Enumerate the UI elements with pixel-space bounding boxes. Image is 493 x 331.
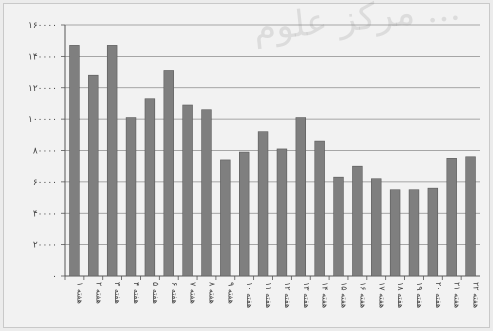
y-tick-label: ۱۴۰۰۰۰ bbox=[28, 52, 57, 62]
y-tick-label: ۴۰۰۰۰ bbox=[33, 209, 57, 219]
y-tick-label: ۲۰۰۰۰ bbox=[33, 241, 57, 251]
x-tick-label: هفته ۱۲ bbox=[283, 282, 292, 308]
bar bbox=[466, 157, 476, 276]
x-tick-label: هفته ۱۴ bbox=[321, 282, 330, 308]
bar bbox=[88, 75, 98, 276]
bar bbox=[107, 45, 117, 276]
bar bbox=[164, 70, 174, 276]
y-tick-label: ۶۰۰۰۰ bbox=[33, 178, 57, 188]
y-tick-label: ۸۰۰۰۰ bbox=[33, 147, 57, 157]
bar bbox=[371, 179, 381, 276]
bar bbox=[258, 132, 268, 276]
bar bbox=[220, 160, 230, 276]
x-tick-label: هفته ۹ bbox=[226, 282, 235, 304]
bar bbox=[202, 110, 212, 276]
bar bbox=[352, 166, 362, 276]
x-tick-label: هفته ۲۰ bbox=[434, 282, 443, 308]
bar bbox=[334, 177, 344, 276]
x-tick-label: هفته ۸ bbox=[207, 282, 216, 304]
x-tick-label: هفته ۱۷ bbox=[377, 282, 386, 308]
x-tick-label: هفته ۱۸ bbox=[396, 282, 405, 308]
bar bbox=[277, 149, 287, 276]
x-tick-label: هفته ۱۳ bbox=[302, 282, 311, 308]
y-tick-label: ۱۲۰۰۰۰ bbox=[28, 84, 57, 94]
bar bbox=[428, 188, 438, 276]
x-tick-label: هفته ۲۲ bbox=[472, 282, 481, 308]
x-tick-label: هفته ۱۹ bbox=[415, 282, 424, 308]
x-tick-label: هفته ۱۱ bbox=[264, 282, 273, 308]
bar bbox=[296, 118, 306, 276]
bar bbox=[390, 190, 400, 276]
bar bbox=[239, 152, 249, 276]
x-tick-label: هفته ۴ bbox=[132, 282, 141, 304]
x-tick-label: هفته ۲ bbox=[94, 282, 103, 304]
x-tick-label: هفته ۵ bbox=[151, 282, 160, 304]
y-tick-label: ۰ bbox=[52, 272, 57, 282]
x-tick-label: هفته ۷ bbox=[189, 282, 198, 304]
x-tick-label: هفته ۱۰ bbox=[245, 282, 254, 308]
bar bbox=[126, 118, 136, 276]
x-tick-label: هفته ۶ bbox=[170, 282, 179, 304]
x-tick-label: هفته ۱ bbox=[75, 282, 84, 304]
x-tick-label: هفته ۱۶ bbox=[358, 282, 367, 308]
y-tick-label: ۱۰۰۰۰۰ bbox=[28, 115, 57, 125]
y-tick-label: ۱۶۰۰۰۰ bbox=[28, 21, 57, 31]
bar bbox=[145, 99, 155, 276]
bar bbox=[447, 158, 457, 276]
bar bbox=[315, 141, 325, 276]
x-tick-label: هفته ۲۱ bbox=[453, 282, 462, 308]
bar bbox=[70, 45, 80, 276]
x-tick-label: هفته ۱۵ bbox=[340, 282, 349, 308]
x-tick-label: هفته ۳ bbox=[113, 282, 122, 304]
bar bbox=[183, 105, 193, 276]
bar bbox=[409, 190, 419, 276]
